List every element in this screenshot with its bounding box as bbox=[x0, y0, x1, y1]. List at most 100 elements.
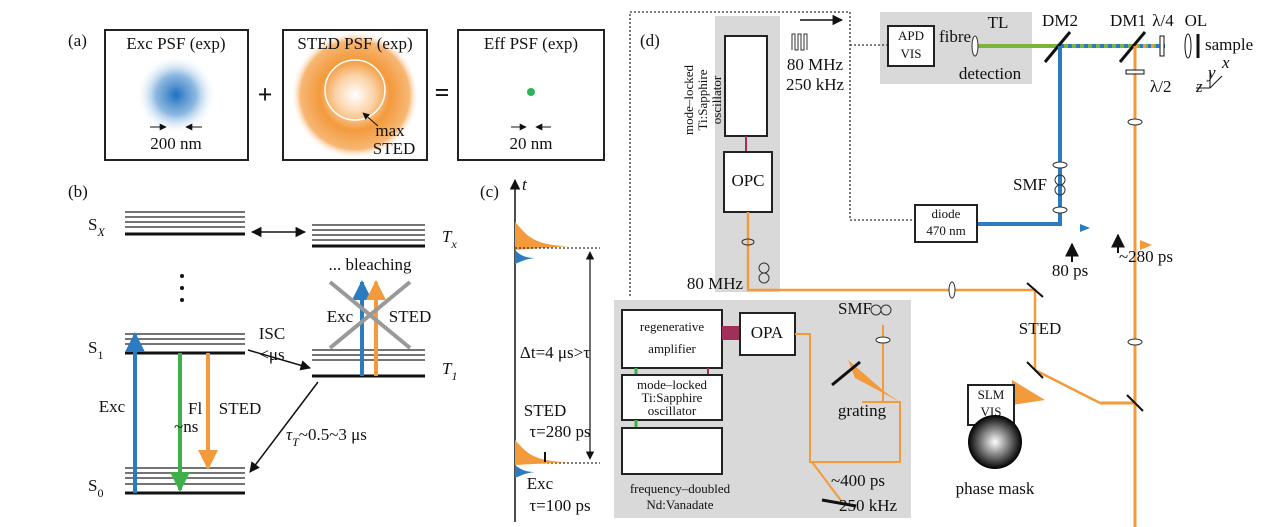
component-label: fibre bbox=[939, 27, 971, 46]
panel-label: (c) bbox=[480, 182, 499, 201]
exc-pulse bbox=[515, 250, 535, 264]
component-label: λ/4 bbox=[1152, 11, 1174, 30]
annotation: 80 MHz bbox=[787, 55, 844, 74]
annotation: τ=100 ps bbox=[529, 496, 590, 515]
component-label: SMF bbox=[1013, 175, 1047, 194]
component-label: diode bbox=[932, 206, 961, 221]
text-part: x bbox=[450, 237, 457, 251]
text-part: S bbox=[88, 338, 97, 357]
component-label: OL bbox=[1185, 11, 1208, 30]
annotation: τ=280 ps bbox=[529, 422, 590, 441]
level-t1 bbox=[312, 350, 425, 376]
size-label: 20 nm bbox=[510, 134, 553, 153]
pulse-icon bbox=[1080, 224, 1090, 232]
text-part: S bbox=[88, 215, 97, 234]
component-label: oscillator bbox=[709, 75, 724, 124]
state-label: Tx bbox=[442, 227, 457, 251]
annotation: 250 kHz bbox=[839, 496, 898, 515]
sted-pulse bbox=[515, 440, 570, 465]
eff-psf bbox=[527, 88, 535, 96]
axis-label: x bbox=[1221, 53, 1230, 72]
annotation: STED bbox=[373, 139, 416, 158]
component-label: VIS bbox=[901, 46, 922, 61]
annotation: ... bleaching bbox=[328, 255, 412, 274]
annotation: max bbox=[375, 121, 405, 140]
component-label: STED bbox=[1019, 319, 1062, 338]
annotation: Exc bbox=[327, 307, 354, 326]
annotation: τT~0.5~3 μs bbox=[286, 425, 367, 449]
component-label: OPA bbox=[751, 323, 784, 342]
annotation: STED bbox=[389, 307, 432, 326]
component-label: frequency–doubled bbox=[630, 481, 731, 496]
psf-title: STED PSF (exp) bbox=[297, 34, 412, 53]
psf-title: Exc PSF (exp) bbox=[126, 34, 225, 53]
component-label: amplifier bbox=[648, 341, 696, 356]
state-label: T1 bbox=[442, 359, 457, 383]
component-label: oscillator bbox=[648, 403, 697, 418]
component-label: APD bbox=[898, 28, 924, 43]
pump-box bbox=[622, 428, 722, 474]
ellipsis bbox=[180, 286, 184, 290]
size-label: 200 nm bbox=[150, 134, 201, 153]
operator: = bbox=[435, 78, 450, 107]
component-label: DM2 bbox=[1042, 11, 1078, 30]
figure: (a) Exc PSF (exp) 200 nm + STED PSF (exp… bbox=[0, 0, 1284, 527]
annotation: ~ns bbox=[174, 417, 198, 436]
level-sx bbox=[125, 212, 245, 234]
lens bbox=[1128, 119, 1142, 125]
state-label: S1 bbox=[88, 338, 103, 362]
panel-label: (d) bbox=[640, 31, 660, 50]
annotation: ~280 ps bbox=[1119, 247, 1173, 266]
panel-label: (b) bbox=[68, 182, 88, 201]
annotation: Exc bbox=[527, 474, 554, 493]
component-label: regenerative bbox=[640, 319, 704, 334]
axis-label: y bbox=[1206, 63, 1216, 82]
component-label: TL bbox=[988, 13, 1009, 32]
component-label: Nd:Vanadate bbox=[646, 497, 713, 512]
component-label: mode–locked bbox=[681, 64, 696, 135]
component-label: sample bbox=[1205, 35, 1253, 54]
level-tx bbox=[312, 225, 425, 246]
component-label: λ/2 bbox=[1150, 77, 1171, 96]
component-label: 470 nm bbox=[926, 223, 965, 238]
lens bbox=[1128, 339, 1142, 345]
text-part: 0 bbox=[97, 486, 103, 500]
annotation: STED bbox=[219, 399, 262, 418]
waveplate bbox=[1126, 70, 1144, 74]
ellipsis bbox=[180, 274, 184, 278]
ellipsis bbox=[180, 298, 184, 302]
component-label: SLM bbox=[978, 387, 1005, 402]
state-label: S0 bbox=[88, 476, 103, 500]
lens bbox=[1053, 162, 1067, 168]
lens bbox=[876, 337, 890, 343]
beam bbox=[722, 326, 740, 340]
lens bbox=[972, 36, 978, 56]
phase-mask bbox=[968, 415, 1022, 469]
laser-box bbox=[725, 36, 767, 136]
lens bbox=[949, 282, 955, 298]
level-s1 bbox=[125, 334, 245, 353]
axis-label: t bbox=[522, 175, 528, 194]
panel-label: (a) bbox=[68, 31, 87, 50]
text-part: S bbox=[88, 476, 97, 495]
text-part: X bbox=[96, 225, 105, 239]
beam-fan bbox=[1012, 380, 1045, 405]
beam bbox=[920, 290, 1035, 370]
text-part: 1 bbox=[97, 348, 103, 362]
component-label: SMF bbox=[838, 299, 872, 318]
axis-label: z bbox=[1195, 77, 1203, 96]
exc-psf bbox=[136, 55, 216, 135]
annotation: 80 MHz bbox=[687, 274, 744, 293]
beam bbox=[1035, 370, 1100, 403]
annotation: ~400 ps bbox=[831, 471, 885, 490]
psf-title: Eff PSF (exp) bbox=[484, 34, 578, 53]
pulse-train bbox=[792, 34, 807, 50]
component-label: DM1 bbox=[1110, 11, 1146, 30]
component-label: phase mask bbox=[956, 479, 1035, 498]
sted-pulse bbox=[515, 222, 570, 250]
text-part: 1 bbox=[451, 369, 457, 383]
lens bbox=[1053, 207, 1067, 213]
annotation: Fl bbox=[188, 399, 202, 418]
waveplate bbox=[1160, 36, 1164, 56]
annotation: 80 ps bbox=[1052, 261, 1088, 280]
